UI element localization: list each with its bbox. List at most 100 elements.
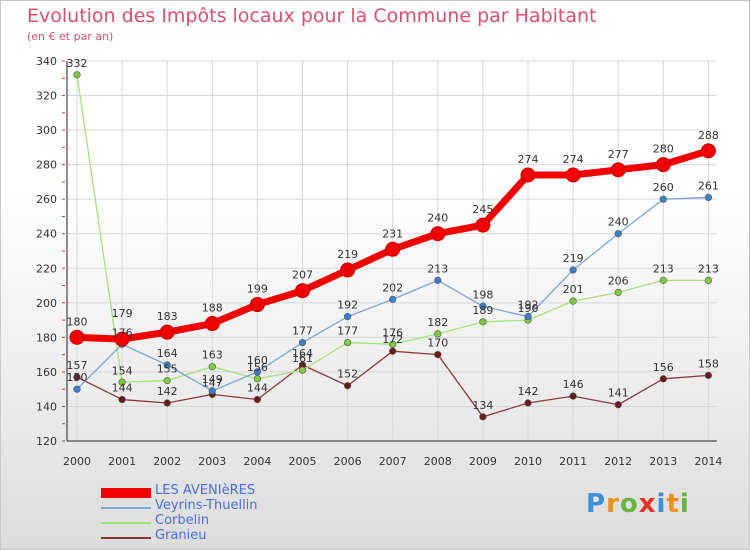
series-point-0 — [340, 262, 356, 278]
data-label: 213 — [427, 262, 448, 275]
series-point-2 — [389, 340, 397, 348]
data-label: 245 — [472, 203, 493, 216]
proxiti-logo: Proxiti — [586, 489, 690, 519]
data-label: 260 — [653, 181, 674, 194]
series-point-2 — [253, 375, 261, 383]
series-point-2 — [298, 366, 307, 374]
series-point-1 — [659, 195, 667, 203]
data-label: 206 — [608, 274, 629, 287]
series-point-3 — [73, 373, 81, 381]
data-label: 288 — [698, 129, 719, 142]
data-label: 147 — [202, 376, 223, 389]
data-label: 219 — [337, 248, 358, 261]
series-point-3 — [344, 382, 352, 390]
data-label: 179 — [112, 307, 133, 320]
series-point-0 — [565, 167, 581, 183]
data-label: 201 — [563, 283, 584, 296]
data-label: 274 — [518, 153, 539, 166]
data-label: 183 — [157, 310, 178, 323]
series-point-0 — [520, 167, 536, 183]
x-tick-label: 2005 — [289, 455, 317, 468]
legend-swatch — [101, 488, 151, 498]
chart-title: Evolution des Impôts locaux pour la Comm… — [27, 5, 597, 27]
x-tick-label: 2006 — [334, 455, 362, 468]
x-tick-label: 2011 — [559, 455, 587, 468]
x-tick-label: 2001 — [108, 455, 136, 468]
logo-letter: r — [606, 489, 620, 519]
series-point-3 — [659, 375, 667, 383]
data-label: 144 — [112, 382, 133, 395]
data-label: 146 — [563, 378, 584, 391]
data-label: 176 — [382, 326, 403, 339]
data-label: 156 — [247, 361, 268, 374]
data-label: 170 — [427, 337, 448, 350]
series-point-0 — [159, 324, 175, 340]
data-label: 213 — [653, 262, 674, 275]
series-point-2 — [704, 276, 713, 284]
series-point-1 — [434, 276, 442, 284]
x-tick-label: 2014 — [694, 455, 722, 468]
series-point-1 — [524, 313, 532, 321]
series-point-2 — [659, 276, 667, 284]
y-tick-label: 200 — [36, 297, 57, 310]
data-label: 198 — [472, 288, 493, 301]
series-point-2 — [344, 338, 352, 347]
y-tick-label: 240 — [36, 228, 57, 241]
legend-label: Granieu — [155, 528, 207, 543]
chart-subtitle: (en € et par an) — [27, 30, 114, 43]
x-tick-label: 2010 — [514, 455, 542, 468]
data-label: 207 — [292, 269, 313, 282]
data-label: 240 — [427, 212, 448, 225]
series-point-3 — [118, 395, 126, 404]
series-point-3 — [434, 351, 442, 359]
y-tick-label: 160 — [36, 366, 57, 379]
legend-swatch — [101, 522, 151, 524]
series-point-1 — [344, 313, 352, 321]
series-point-1 — [704, 193, 713, 202]
series-point-3 — [524, 399, 532, 407]
series-point-0 — [475, 217, 491, 233]
data-label: 142 — [157, 385, 178, 398]
legend-label: Veyrins-Thuellin — [155, 498, 258, 513]
data-label: 157 — [67, 359, 88, 372]
y-tick-label: 340 — [36, 55, 57, 68]
logo-letter: P — [586, 489, 607, 519]
data-label: 199 — [247, 283, 268, 296]
y-tick-label: 140 — [36, 400, 57, 413]
series-point-2 — [479, 318, 487, 326]
y-tick-label: 260 — [36, 193, 57, 206]
y-tick-label: 120 — [36, 435, 57, 448]
series-point-3 — [389, 347, 397, 355]
series-point-3 — [569, 392, 577, 400]
series-point-3 — [253, 395, 261, 404]
logo-letter: x — [638, 489, 657, 519]
logo-letter: i — [679, 489, 690, 519]
series-point-1 — [208, 387, 216, 395]
x-tick-label: 2002 — [153, 455, 181, 468]
x-tick-label: 2012 — [604, 455, 632, 468]
series-point-1 — [479, 302, 487, 310]
y-tick-label: 180 — [36, 331, 57, 344]
data-label: 164 — [292, 347, 313, 360]
data-label: 190 — [518, 302, 539, 315]
series-point-3 — [479, 413, 487, 421]
data-label: 160 — [247, 354, 268, 367]
data-label: 144 — [247, 382, 268, 395]
series-point-1 — [569, 266, 577, 274]
x-tick-label: 2003 — [198, 455, 226, 468]
series-point-1 — [253, 368, 261, 376]
series-point-2 — [434, 330, 442, 338]
data-label: 202 — [382, 281, 403, 294]
series-point-0 — [204, 316, 220, 332]
data-label: 152 — [337, 368, 358, 381]
series-point-0 — [700, 143, 716, 159]
data-label: 332 — [67, 57, 88, 70]
series-point-0 — [385, 241, 401, 257]
logo-letter: i — [656, 489, 667, 519]
data-label: 192 — [518, 299, 539, 312]
y-tick-label: 220 — [36, 262, 57, 275]
series-point-0 — [114, 331, 130, 347]
x-tick-label: 2013 — [649, 455, 677, 468]
